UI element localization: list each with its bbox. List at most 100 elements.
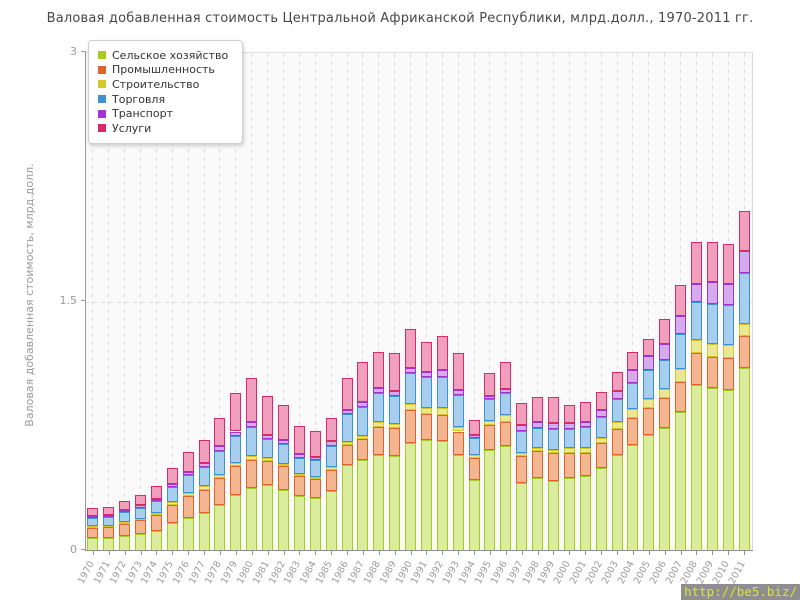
bar-segment-1983 <box>293 476 305 497</box>
legend-item-1[interactable]: Промышленность <box>98 63 228 78</box>
bar-segment-1983 <box>293 454 305 458</box>
legend-item-5[interactable]: Услуги <box>98 121 228 136</box>
legend-item-4[interactable]: Транспорт <box>98 106 228 121</box>
x-tick <box>632 551 634 555</box>
bar-segment-1985 <box>325 491 337 551</box>
bar-segment-1989 <box>389 395 401 425</box>
bar-segment-1970 <box>87 508 99 517</box>
bar-segment-1974 <box>150 501 162 514</box>
bar-segment-1975 <box>166 522 178 551</box>
gridline-vertical <box>489 53 491 551</box>
legend-item-3[interactable]: Торговля <box>98 92 228 107</box>
bar-segment-1974 <box>150 486 162 499</box>
bar-segment-1999 <box>547 429 559 450</box>
bar-segment-2006 <box>659 318 671 344</box>
bar-segment-1986 <box>341 378 353 410</box>
y-tick <box>81 300 86 301</box>
bar-segment-1991 <box>420 371 432 377</box>
bar-segment-1988 <box>373 351 385 389</box>
bar-segment-2007 <box>675 411 687 551</box>
bar-segment-2010 <box>722 345 734 359</box>
bar-segment-1997 <box>516 482 528 551</box>
legend-swatch-icon <box>98 65 106 74</box>
legend-item-0[interactable]: Сельское хозяйство <box>98 48 228 63</box>
y-tick-label: 1.5 <box>59 294 78 307</box>
bar-segment-1994 <box>468 434 480 439</box>
bar-segment-1980 <box>246 378 258 422</box>
bar-segment-2001 <box>579 426 591 449</box>
bar-segment-1995 <box>484 395 496 400</box>
bar-segment-1999 <box>547 396 559 424</box>
bar-segment-1979 <box>230 466 242 495</box>
bar-segment-1988 <box>373 426 385 455</box>
bar-segment-2002 <box>595 416 607 439</box>
bar-segment-1988 <box>373 388 385 394</box>
gridline-vertical <box>473 53 475 551</box>
bar-segment-1974 <box>150 498 162 502</box>
bar-segment-1992 <box>436 408 448 415</box>
x-tick <box>537 551 539 555</box>
bar-segment-1975 <box>166 487 178 503</box>
x-tick <box>204 551 206 555</box>
bar-segment-1981 <box>262 438 274 459</box>
bar-segment-2005 <box>643 399 655 409</box>
bar-segment-1990 <box>405 328 417 368</box>
bar-segment-1982 <box>278 404 289 440</box>
bar-segment-2009 <box>706 242 718 283</box>
bar-segment-1995 <box>484 420 496 425</box>
bar-segment-1993 <box>452 454 464 551</box>
bar-segment-2007 <box>675 369 687 382</box>
bar-segment-1982 <box>278 463 289 467</box>
bar-segment-1993 <box>452 394 464 427</box>
bar-segment-1999 <box>547 453 559 482</box>
bar-segment-1991 <box>420 439 432 551</box>
x-tick <box>156 551 158 555</box>
bar-segment-1990 <box>405 443 417 551</box>
legend: Сельское хозяйство Промышленность Строител… <box>88 40 244 144</box>
bar-segment-2007 <box>675 316 687 335</box>
x-tick <box>569 551 571 555</box>
gridline-vertical <box>552 53 554 551</box>
bar-segment-1994 <box>468 438 480 455</box>
bar-segment-1979 <box>230 431 242 437</box>
bar-segment-2009 <box>706 343 718 357</box>
bar-segment-1988 <box>373 393 385 423</box>
gridline-vertical <box>171 53 173 551</box>
bar-segment-1993 <box>452 353 464 390</box>
gridline-vertical <box>124 53 126 551</box>
bar-segment-2003 <box>611 371 623 391</box>
bar-segment-1986 <box>341 444 353 465</box>
watermark-link[interactable]: http://be5.biz/ <box>681 584 800 600</box>
legend-label: Транспорт <box>112 107 173 121</box>
bar-segment-1997 <box>516 453 528 457</box>
x-axis-line <box>85 550 753 551</box>
bar-segment-1987 <box>357 361 369 403</box>
bar-segment-2003 <box>611 429 623 455</box>
bar-segment-1980 <box>246 421 258 427</box>
bar-segment-2010 <box>722 243 734 284</box>
x-tick <box>378 551 380 555</box>
legend-item-2[interactable]: Строительство <box>98 77 228 92</box>
bar-segment-1996 <box>500 393 512 415</box>
bar-segment-2002 <box>595 438 607 444</box>
bar-segment-1998 <box>532 428 544 449</box>
bar-segment-1976 <box>182 493 194 497</box>
bar-segment-1980 <box>246 426 258 457</box>
bar-segment-1983 <box>293 457 305 475</box>
bar-segment-2008 <box>690 340 702 354</box>
bar-segment-2001 <box>579 448 591 454</box>
x-tick <box>108 551 110 555</box>
gridline-vertical <box>410 53 412 551</box>
x-tick <box>394 551 396 555</box>
gridline-vertical <box>378 53 380 551</box>
y-tick-label: 3 <box>70 45 77 58</box>
bar-segment-1989 <box>389 456 401 551</box>
bar-segment-2001 <box>579 453 591 477</box>
bar-segment-1972 <box>119 501 131 511</box>
bar-segment-2011 <box>738 323 750 337</box>
bar-segment-1970 <box>87 527 99 538</box>
gridline-vertical <box>425 53 427 551</box>
bar-segment-1973 <box>135 518 147 521</box>
bar-segment-1993 <box>452 431 464 455</box>
bar-segment-2007 <box>675 381 687 412</box>
